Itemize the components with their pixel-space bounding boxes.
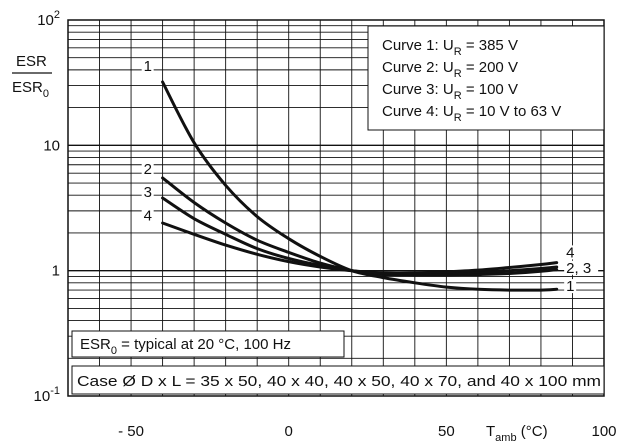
curve-3 xyxy=(161,196,559,276)
curve-label: 2, 3 xyxy=(566,260,591,277)
x-label-unit: (°C) xyxy=(517,423,548,440)
x-tick-label: 50 xyxy=(438,423,455,440)
curve-label-bg xyxy=(564,245,577,260)
y-tick-label: 10-1 xyxy=(34,385,60,405)
x-label-main: T xyxy=(486,423,495,440)
curve-2 xyxy=(161,176,559,277)
x-axis-ticks: - 50 0 50 100 xyxy=(118,423,616,440)
y-tick-label: 102 xyxy=(37,9,60,29)
esr0-note-box xyxy=(71,330,345,358)
legend-entry: Curve 3: UR = 100 V xyxy=(382,81,518,102)
curve-4 xyxy=(161,221,559,275)
esr0-note-text: ESR0 = typical at 20 °C, 100 Hz xyxy=(80,336,291,357)
case-note: Case Ø D x L = 35 x 50, 40 x 40, 40 x 50… xyxy=(71,365,605,395)
y-axis-label: ESR ESR0 xyxy=(12,53,52,100)
x-label-sub: amb xyxy=(495,432,516,444)
plot-frame xyxy=(67,19,605,397)
curve-label: 2 xyxy=(144,161,152,178)
curve-label: 1 xyxy=(566,278,574,295)
case-note-text: Case Ø D x L = 35 x 50, 40 x 40, 40 x 50… xyxy=(77,373,601,390)
legend-entry: Curve 2: UR = 200 V xyxy=(382,59,518,80)
curve-label-bg xyxy=(564,260,599,275)
y-label-den-sub: 0 xyxy=(43,88,49,100)
x-axis-label: Tamb (°C) xyxy=(486,423,548,444)
curve-label-bg xyxy=(141,58,154,73)
y-axis-ticks: 102 10 1 10-1 xyxy=(34,9,60,405)
y-label-den-main: ESR xyxy=(12,79,43,96)
y-label-denominator: ESR0 xyxy=(12,79,49,100)
x-tick-label: - 50 xyxy=(118,423,144,440)
curve-label-bg xyxy=(141,184,154,199)
x-tick-label: 0 xyxy=(285,423,293,440)
curve-label-bg xyxy=(141,208,154,223)
legend-entry: Curve 1: UR = 385 V xyxy=(382,37,518,58)
esr0-note-main: ESR xyxy=(80,336,111,353)
legend-box xyxy=(367,25,605,131)
case-note-box xyxy=(71,365,605,395)
legend-entry: Curve 4: UR = 10 V to 63 V xyxy=(382,103,561,124)
y-label-numerator: ESR xyxy=(16,53,47,70)
esr0-note-sub: 0 xyxy=(111,345,117,357)
y-tick-label: 1 xyxy=(52,263,60,280)
curve-label: 1 xyxy=(144,58,152,75)
esr0-note-rest: = typical at 20 °C, 100 Hz xyxy=(117,336,291,353)
x-tick-label: 100 xyxy=(591,423,616,440)
curve-label: 4 xyxy=(144,208,152,225)
curves xyxy=(161,80,559,292)
esr0-note: ESR0 = typical at 20 °C, 100 Hz xyxy=(71,330,345,358)
curve-label: 3 xyxy=(144,184,152,201)
y-tick-label: 10 xyxy=(43,137,60,154)
curve-label: 4 xyxy=(566,244,574,261)
curve-label-bg xyxy=(141,162,154,177)
curve-label-bg xyxy=(564,279,577,294)
